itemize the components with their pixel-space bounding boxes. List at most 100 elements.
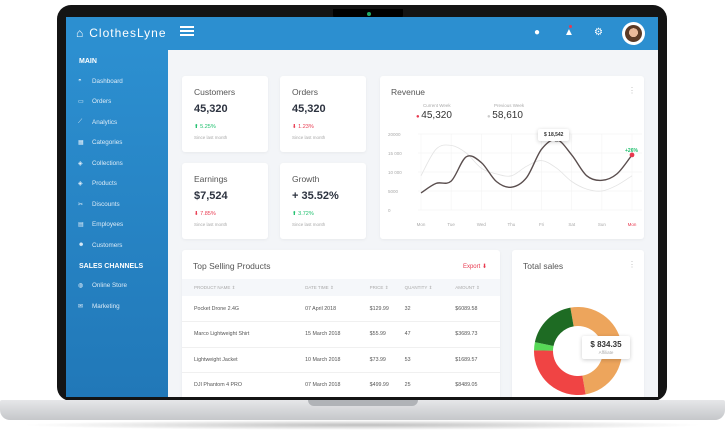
dashboard-icon: ◓	[78, 78, 82, 85]
gear-icon[interactable]: ⚙	[594, 27, 603, 38]
download-icon: ⬇	[481, 264, 487, 270]
hanger-icon: ⌂	[76, 26, 85, 40]
sidebar-item-discounts[interactable]: ✂ Discounts	[66, 194, 168, 215]
current-week-label: Current Week	[423, 103, 451, 108]
sidebar-item-marketing[interactable]: ✉ Marketing	[66, 296, 168, 317]
table-cell: 07 April 2018	[305, 296, 370, 322]
sidebar-item-collections[interactable]: ◈ Collections	[66, 153, 168, 174]
export-button[interactable]: Export ⬇	[463, 263, 487, 270]
table-cell: 15 March 2018	[305, 321, 370, 348]
total-sales-card: Total sales ⋮ $ 834.35 Affiliate	[512, 250, 644, 397]
column-label: AMOUNT	[455, 284, 475, 290]
table-row[interactable]: Lightweight Jacket 10 March 2018 $73.99 53 $…	[182, 347, 500, 373]
laptop-base	[0, 400, 725, 420]
sidebar-item-analytics[interactable]: ⟋ Analytics	[66, 112, 168, 133]
column-header[interactable]: DATE TIME ⇕	[305, 279, 370, 296]
x-tick-label: Mon	[628, 222, 637, 227]
laptop-base-notch	[308, 400, 418, 406]
stat-value: $7,524	[194, 190, 228, 202]
more-icon[interactable]: ⋮	[628, 260, 636, 269]
stat-card-earnings: Earnings $7,524 ⬇ 7.85% Since last month	[182, 163, 268, 239]
column-header[interactable]: AMOUNT ⇕	[455, 279, 500, 296]
stat-card-customers: Customers 45,320 ⬆ 5.25% Since last month	[182, 76, 268, 152]
donut-segment[interactable]	[534, 342, 554, 351]
column-header[interactable]: QUANTITY ⇕	[404, 279, 456, 296]
table-cell: Lightweight Jacket	[182, 347, 306, 373]
y-tick-label: 10 000	[388, 170, 402, 175]
column-label: DATE TIME	[305, 284, 329, 290]
x-tick-label: Tue	[447, 222, 455, 227]
x-tick-label: Sun	[598, 222, 607, 227]
scissors-icon: ✂	[78, 201, 84, 208]
stat-change: 1.23%	[298, 124, 314, 130]
stat-value: 45,320	[194, 103, 228, 115]
column-header[interactable]: PRICE ⇕	[369, 279, 405, 296]
stat-title: Customers	[194, 87, 236, 97]
x-tick-label: Thu	[508, 222, 516, 227]
table-cell: DJI Phantom 4 PRO	[182, 372, 306, 397]
sidebar-item-online-store[interactable]: ◍ Online Store	[66, 276, 168, 297]
table-cell: $6089.58	[455, 296, 500, 322]
sidebar-item-label: Marketing	[92, 302, 120, 310]
table-cell: 32	[404, 296, 456, 322]
products-table: PRODUCT NAME ⇕ DATE TIME ⇕ PRICE ⇕ QUANTITY…	[182, 279, 500, 397]
menu-toggle-button[interactable]	[180, 26, 194, 36]
sidebar-item-label: Dashboard	[92, 77, 123, 85]
table-cell: $73.99	[369, 347, 405, 373]
column-header[interactable]: PRODUCT NAME ⇕	[182, 279, 306, 296]
table-cell: 07 March 2018	[305, 372, 370, 397]
mail-icon: ✉	[78, 303, 84, 310]
sales-donut-chart	[534, 307, 622, 395]
sales-title: Total sales	[523, 261, 564, 271]
search-icon[interactable]: ●	[534, 27, 541, 38]
table-cell: Pocket Drone 2.4G	[182, 296, 306, 322]
previous-week-label: Previous Week	[494, 103, 525, 108]
donut-segment[interactable]	[534, 350, 586, 395]
sidebar-item-categories[interactable]: ▦ Categories	[66, 133, 168, 154]
stat-card-growth: Growth + 35.52% ⬆ 3.72% Since last month	[280, 163, 366, 239]
column-label: PRICE	[369, 284, 384, 290]
column-label: PRODUCT NAME	[194, 284, 231, 290]
bell-icon[interactable]: ▲	[564, 25, 574, 38]
previous-dot-icon: ●	[487, 114, 493, 120]
sidebar-item-products[interactable]: ◈ Products	[66, 174, 168, 195]
sidebar-item-employees[interactable]: ▤ Employees	[66, 215, 168, 236]
inbox-icon: ▭	[78, 99, 84, 106]
logo[interactable]: ⌂ ClothesLyne	[76, 26, 167, 40]
table-row[interactable]: Marco Lightweight Shirt 15 March 2018 $55.…	[182, 321, 500, 348]
users-icon: ☻	[78, 242, 85, 249]
tag-icon: ◈	[78, 160, 83, 167]
sidebar-item-label: Orders	[92, 98, 112, 106]
table-cell: $499.99	[369, 372, 405, 397]
arrow-up-icon: ⬆	[194, 124, 201, 130]
sidebar-item-dashboard[interactable]: ◓ Dashboard	[66, 71, 168, 92]
tooltip-value: $ 834.35	[590, 340, 622, 349]
sidebar-item-label: Employees	[92, 221, 124, 229]
products-title: Top Selling Products	[193, 261, 271, 271]
top-products-card: Top Selling Products Export ⬇ PRODUCT NA…	[182, 250, 500, 397]
laptop-shadow	[20, 420, 705, 430]
x-tick-label: Wed	[477, 222, 487, 227]
tooltip-label: Affiliate	[598, 350, 614, 355]
export-label: Export	[462, 264, 481, 270]
last-point[interactable]	[629, 152, 635, 158]
avatar[interactable]	[622, 22, 645, 45]
table-cell: 10 March 2018	[305, 347, 370, 373]
donut-segment[interactable]	[534, 307, 574, 346]
donut-tooltip: $ 834.35 Affiliate	[582, 336, 630, 359]
donut-segment[interactable]	[570, 307, 622, 395]
stat-note: Since last month	[292, 222, 326, 227]
table-cell: 53	[404, 347, 456, 373]
change-badge: +26%	[625, 148, 638, 154]
more-icon[interactable]: ⋮	[628, 86, 636, 95]
stat-note: Since last month	[194, 222, 228, 227]
sidebar-item-label: Online Store	[92, 282, 128, 290]
table-cell: 47	[404, 321, 456, 348]
sidebar-item-label: Discounts	[92, 200, 120, 208]
y-tick-label: 0	[388, 208, 391, 213]
sidebar-item-customers[interactable]: ☻ Customers	[66, 235, 168, 256]
sidebar-item-orders[interactable]: ▭ Orders	[66, 92, 168, 113]
table-row[interactable]: DJI Phantom 4 PRO 07 March 2018 $499.99 25 $…	[182, 372, 500, 397]
table-row[interactable]: Pocket Drone 2.4G 07 April 2018 $129.99 32 $…	[182, 296, 500, 322]
globe-icon: ◍	[78, 283, 84, 290]
